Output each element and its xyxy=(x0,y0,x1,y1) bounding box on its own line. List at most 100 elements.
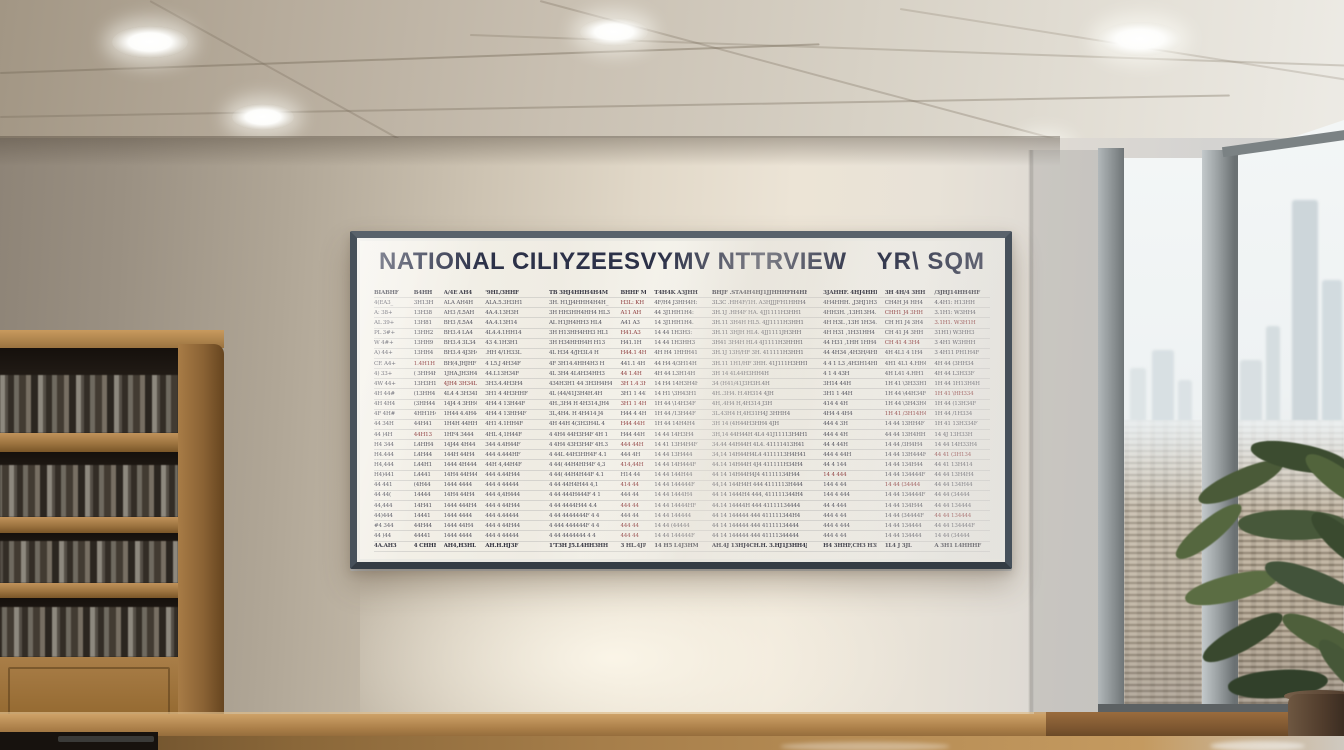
table-row: H4,444 L44H1 1444 4H444 44H 4,44H4F 4 44( 44… xyxy=(374,460,990,471)
table-cell: 4H H3L ,13H 1H34. xyxy=(823,319,877,326)
table-cell: 4H 44 (3HH34 xyxy=(934,360,974,367)
table-row: PL 3#+ 13HH2 BH3.4 LA4 4L4.4.1HH14 3H H13HH4… xyxy=(374,329,990,339)
table-cell: 44H13 xyxy=(413,431,432,438)
table-cell: 1.4H1H xyxy=(413,360,435,367)
table-cell: 44,14 144H4H 444 4111113H444 xyxy=(711,482,803,489)
table-cell: 444 4 44 xyxy=(823,512,847,519)
table-cell: 14 44 134444F xyxy=(884,492,926,499)
table-cell: 4L (44/41J3H4H.4H xyxy=(548,390,603,397)
table-cell: 4JH4 3H34L xyxy=(443,380,477,387)
table-cell: 4A.4.13H3H xyxy=(485,309,519,316)
bookshelf-top-rail xyxy=(0,330,224,348)
table-cell: 1H 44 /1H334 xyxy=(934,411,973,418)
table-cell: 44H44 xyxy=(413,522,432,529)
table-cell: 4L4 4 3H34L xyxy=(443,390,478,397)
table-cell: B4HH xyxy=(413,289,433,296)
table-cell: A) 44+ xyxy=(374,350,393,357)
table-cell: 444 44 xyxy=(620,512,639,519)
book-row xyxy=(0,375,178,433)
table-cell: 4 44 4444444 4 4 xyxy=(548,532,596,539)
table-cell: 4H1 4L1 4.HH4 xyxy=(884,360,927,367)
plant-leaf xyxy=(1197,604,1289,671)
table-cell: 44 44 134444 xyxy=(934,512,972,519)
table-cell: 4F 3H14.4HH4H3 H xyxy=(548,360,605,367)
table-cell: 1444 44H4 xyxy=(443,522,474,529)
table-row: 4(EA3_ 3H13H ALA AH4H ALA.5.3H3H1 3H. H1JJ4H… xyxy=(374,298,990,309)
table-cell: 4 4 1 L3 ,4H3H14HH xyxy=(823,360,877,367)
table-row: 4W 44+ 13H3H1 4JH4 3H34L 3H3.4.4H3H4 434H3H1… xyxy=(374,379,990,390)
table-cell: 4F 4H# xyxy=(374,411,396,418)
table-cell: 1H 41 13H334F xyxy=(934,421,978,428)
table-cell: 14 H1 \3H43H1 xyxy=(654,390,697,397)
table-cell: 14 44 1H3H3: xyxy=(654,330,692,337)
table-cell: 44 4 444 xyxy=(823,502,847,509)
table-cell: 3H 14 (4H44H3HH4 4JH xyxy=(711,421,779,428)
table-cell: 1H 44 14H4H4 xyxy=(654,421,695,428)
table-cell: H4)441 xyxy=(374,472,395,479)
table-cell: 4L4.4.1HH14 xyxy=(485,330,522,337)
table-cell: 4H 44 L3H33F xyxy=(934,370,975,377)
table-cell: 3H 14 4L44H3HH4H xyxy=(711,370,769,377)
table-cell: 14J4 4 3HH4 xyxy=(443,401,478,408)
table-cell: 444 4 44H xyxy=(823,451,852,458)
table-row: 44,444 14H41 1444 444H4 444 4 44H44 4 44 444… xyxy=(374,501,990,512)
table-cell: (4H44 xyxy=(413,482,431,489)
table-cell: H41.A3 xyxy=(620,330,641,337)
book-row xyxy=(0,465,178,517)
table-cell: 44 44 13H4HH xyxy=(884,431,926,438)
table-cell: 14441 xyxy=(413,512,431,519)
table-row: 44 34H 44H41 1H4H 44HH4 4H1 4.1HH4F 4H 44H 4… xyxy=(374,420,990,430)
table-row: BIABHF B4HH A/4E AH4 '9HL/3HHF TB 3HJ4HHH4H4… xyxy=(374,288,990,299)
floor-reflection xyxy=(780,742,950,750)
table-cell: ( 3HH4H xyxy=(413,370,436,377)
bookshelf-opening xyxy=(0,452,178,517)
table-cell: 1H 41 /3H14H4 xyxy=(884,411,927,418)
table-cell: T4H4K A3JHHF xyxy=(654,289,698,296)
table-cell: 44 14 144444 444 41111344444 xyxy=(711,532,799,539)
floor-dark-object xyxy=(58,736,154,742)
table-cell: 14 H4 14H3H4H xyxy=(654,380,698,387)
table-cell: 14 44 1H3HH3 xyxy=(654,340,695,347)
table-cell: 434H3H1 44 3H3H4H4L xyxy=(548,380,613,387)
table-row: 4H 4H4 (3HH44 14J4 4 3HH4 4H4 4 13H44F 4H.,3… xyxy=(374,400,990,410)
ceiling-light xyxy=(112,26,188,58)
table-cell: 44,444 xyxy=(374,502,393,509)
table-cell: 444 4.44444 xyxy=(485,512,519,519)
table-cell: 4H L41 4.HH1 xyxy=(884,370,924,377)
table-cell: 14 44 1444H4 xyxy=(654,492,693,499)
table-cell: 4 1 4 43H xyxy=(823,370,850,377)
table-cell: 44 4 144 xyxy=(823,461,847,468)
table-cell: W 4#+ xyxy=(374,340,394,347)
shelf-board xyxy=(0,433,178,452)
table-row: 4A.AH3 4 CHHF AH4,H3HL AH.H.HJ3F 1'T3H J5.L4… xyxy=(374,542,990,552)
table-cell: 3 4H11 PH1H4F xyxy=(934,350,979,357)
table-cell: ALA.5.3H3H1 xyxy=(485,299,523,306)
table-cell: 4 444 444444F 4 4 xyxy=(548,522,600,529)
table-cell: 44)444 xyxy=(374,512,393,519)
table-cell: 44 441 xyxy=(374,482,393,489)
table-cell: /3JHJ14HH4HF xyxy=(934,289,981,296)
table-cell: A 3H1 L4HHHF xyxy=(934,543,981,550)
shelf-board xyxy=(0,517,178,533)
table-cell: 4H1 4.1HH4F xyxy=(485,421,523,428)
table-cell: .HH 4/1H33L xyxy=(485,350,522,357)
table-cell: 414 44 xyxy=(620,482,639,489)
table-cell: 1H 44 \14H34F xyxy=(654,401,696,408)
potted-plant xyxy=(1150,430,1344,750)
table-cell: 14 44 144H44 xyxy=(654,472,693,479)
table-cell: 444 4 444 xyxy=(823,522,850,529)
table-cell: 4 44L 44H3HH4F 4.1 xyxy=(548,451,607,458)
table-cell: BH3.4 3L34 xyxy=(443,340,476,347)
table-cell: 13H81 xyxy=(413,319,432,326)
table-cell: 3H1 4 4H3HHF xyxy=(485,390,528,397)
table-cell: 34,14 14H44H4L4 4111113H4H41 xyxy=(711,451,807,458)
table-cell: 14 44 14444HF xyxy=(654,502,696,509)
table-cell: 44.L13H34F xyxy=(485,370,519,377)
table-cell: 4H4HHH. ,J3HJ1H3. xyxy=(823,299,877,306)
wall-ceiling-shadow xyxy=(0,136,1060,166)
table-cell: 4(EA3_ xyxy=(374,299,394,306)
table-cell: 4 44 4444444F 4 4 xyxy=(548,512,600,519)
table-cell: 1444 4H444 xyxy=(443,461,477,468)
table-cell: TB 3HJ4HHH4H4M xyxy=(548,289,608,296)
table-cell: 1H44 4.4H44 xyxy=(443,411,478,418)
